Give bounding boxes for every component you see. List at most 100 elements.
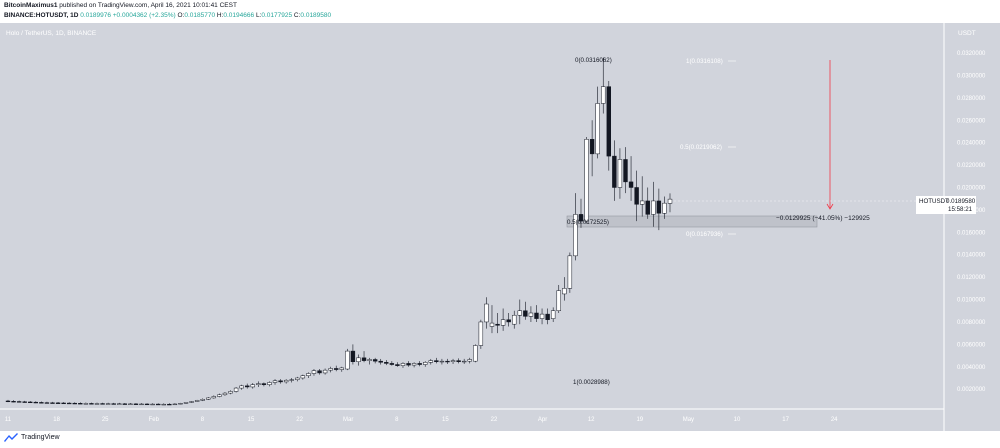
- time-tick-label: May: [683, 417, 694, 423]
- candle-body: [39, 402, 44, 404]
- candle-body: [156, 403, 161, 406]
- measure-label: −0.0129925 (−41.05%) −129925: [776, 215, 870, 222]
- candle: [400, 362, 406, 368]
- candle: [300, 374, 306, 380]
- price-tick-label: 0.0200000: [957, 185, 986, 191]
- candle-body: [606, 86, 612, 157]
- candle: [350, 344, 356, 365]
- time-tick-label: 15: [442, 417, 449, 423]
- footer-brand[interactable]: TradingView: [4, 433, 60, 442]
- price-tick-label: 0.0260000: [957, 118, 986, 124]
- candle: [389, 361, 395, 366]
- candle: [617, 148, 623, 199]
- candle: [439, 358, 445, 365]
- price-tag[interactable]: [916, 196, 976, 214]
- candle-body: [16, 401, 22, 403]
- fib-label-box-left: 0.5(0.0172525): [567, 219, 609, 226]
- candle: [78, 402, 83, 405]
- candle: [295, 376, 300, 382]
- candle: [578, 198, 584, 228]
- candle-body: [272, 380, 278, 383]
- price-chart[interactable]: Holo / TetherUS, 1D, BINANCE USDT 0.0320…: [0, 23, 1000, 431]
- candle-body: [245, 385, 250, 388]
- candle-body: [484, 303, 489, 323]
- open-value: 0.0185770: [184, 12, 216, 19]
- candle: [22, 400, 27, 403]
- candle: [306, 372, 311, 378]
- candle: [5, 399, 11, 403]
- time-tick-label: 10: [734, 417, 741, 423]
- time-tick-label: 24: [831, 417, 838, 423]
- time-tick-label: Apr: [538, 417, 547, 423]
- candle: [662, 196, 667, 219]
- candle-body: [317, 370, 322, 374]
- candle-body: [311, 370, 317, 374]
- tradingview-logo-icon: [4, 433, 18, 442]
- price-tick-label: 0.0220000: [957, 163, 986, 169]
- price-tick-label: 0.0080000: [957, 320, 986, 326]
- time-tick-label: 8: [201, 417, 205, 423]
- candle-body: [194, 400, 200, 402]
- candle: [61, 402, 66, 405]
- candle-body: [512, 314, 517, 325]
- candle-body: [217, 394, 222, 397]
- candle: [667, 193, 673, 213]
- candle-body: [183, 402, 189, 404]
- candles-group: [5, 57, 673, 406]
- candle: [283, 379, 289, 384]
- price-tick-label: 0.0320000: [957, 51, 986, 57]
- high-value: 0.0194666: [223, 12, 255, 19]
- candle-body: [211, 396, 217, 399]
- candle: [334, 365, 339, 372]
- candle: [450, 358, 456, 364]
- candle-body: [295, 377, 300, 380]
- candle: [367, 357, 372, 365]
- chart-panel[interactable]: Holo / TetherUS, 1D, BINANCE USDT 0.0320…: [0, 23, 1000, 431]
- candle: [55, 401, 61, 404]
- time-tick-label: Feb: [149, 417, 160, 423]
- currency-label: USDT: [958, 30, 976, 37]
- candle: [378, 358, 383, 365]
- candle: [139, 403, 144, 406]
- candle-body: [645, 200, 650, 215]
- candle: [628, 156, 634, 201]
- symbol-line: BINANCE:HOTUSDT, 1D 0.0189976 +0.0004362…: [4, 12, 331, 19]
- candle-body: [539, 313, 545, 319]
- candle: [461, 358, 467, 364]
- candle: [528, 306, 534, 322]
- price-tick-label: 0.0060000: [957, 342, 986, 348]
- candle: [50, 401, 55, 404]
- candle-body: [467, 359, 472, 362]
- candle-body: [550, 310, 556, 319]
- candle-body: [389, 363, 395, 365]
- candle: [100, 402, 105, 405]
- candle-body: [456, 360, 461, 362]
- time-tick-label: 19: [636, 417, 643, 423]
- candle-body: [556, 290, 561, 311]
- candle-body: [372, 359, 378, 362]
- candle: [339, 366, 344, 372]
- candle: [356, 354, 361, 366]
- candle: [133, 403, 139, 405]
- candle: [601, 57, 606, 114]
- candle-body: [367, 359, 372, 361]
- candle: [406, 361, 411, 367]
- price-tag-countdown: 15:58:21: [948, 206, 973, 213]
- candle-body: [206, 397, 211, 400]
- price-tag-value: 0.0189580: [946, 198, 976, 205]
- candle-body: [100, 403, 105, 405]
- measure-box[interactable]: [566, 215, 818, 228]
- footer-brand-label: TradingView: [21, 434, 60, 441]
- candle-body: [656, 200, 662, 214]
- candle: [267, 381, 272, 387]
- candle: [167, 403, 172, 406]
- author-name[interactable]: BitcoinMaximus1: [4, 2, 58, 9]
- candle-body: [384, 362, 389, 364]
- chart-title: Holo / TetherUS, 1D, BINANCE: [6, 30, 97, 37]
- time-axis[interactable]: 11 18 25 Feb 8 15 22 Mar 8 15 22 Apr 12 19 May 10 17 24: [5, 417, 838, 423]
- candle-body: [584, 139, 589, 222]
- candle-body: [634, 187, 639, 205]
- candle: [94, 402, 100, 405]
- down-arrow-icon: [826, 203, 834, 210]
- candle: [489, 305, 495, 334]
